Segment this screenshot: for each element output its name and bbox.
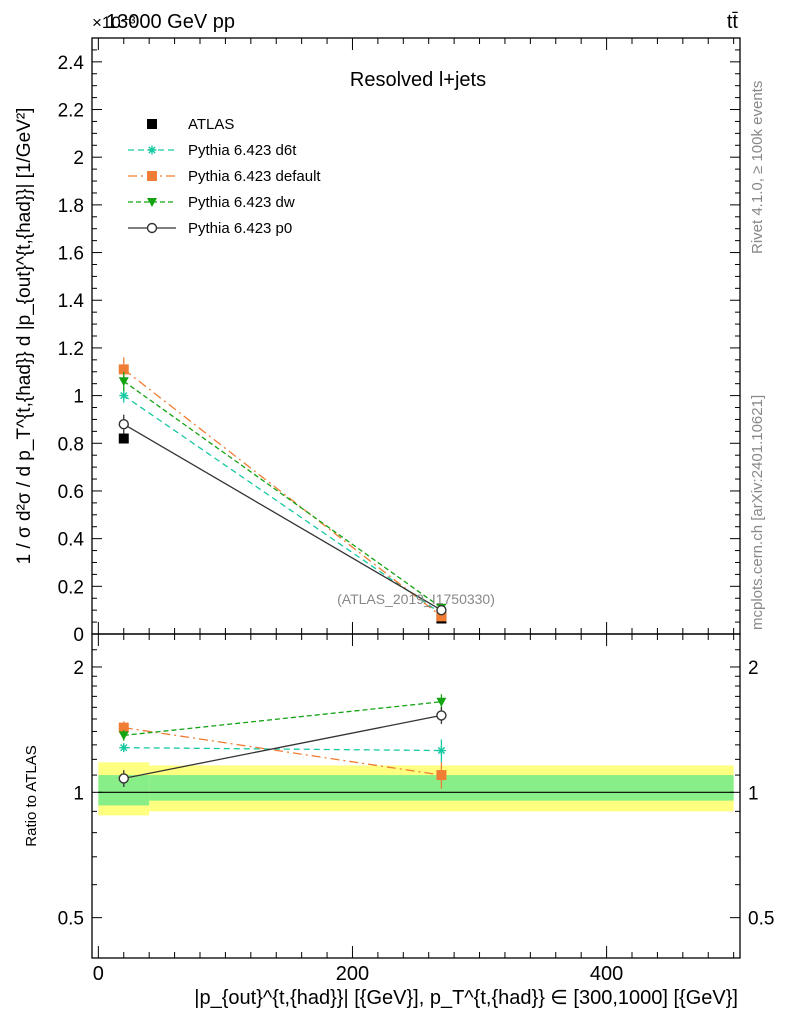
ratio-ytick-label-left: 1	[73, 783, 84, 804]
ratio-point-pythia-6-423-default-1	[436, 770, 446, 780]
ratio-point-pythia-6-423-p0-1	[437, 711, 446, 720]
ratio-line-pythia-6-423-d6t	[124, 748, 442, 751]
main-line-pythia-6-423-default	[124, 369, 442, 616]
main-ytick-label: 1	[73, 387, 84, 408]
ratio-line-pythia-6-423-dw	[124, 702, 442, 736]
main-point-pythia-6-423-dw-0	[119, 377, 129, 386]
main-ytick-label: 1.8	[58, 196, 84, 217]
main-line-pythia-6-423-dw	[124, 381, 442, 607]
main-ytick-label: 2.2	[58, 101, 84, 122]
ratio-ytick-label-right: 2	[748, 658, 759, 679]
main-ytick-label: 1.2	[58, 339, 84, 360]
ratio-ytick-label-right: 1	[748, 783, 759, 804]
main-series-pythia-6-423-p0	[119, 415, 446, 615]
main-ytick-label: 0.4	[58, 530, 85, 551]
ratio-ytick-label-right: 0.5	[748, 909, 774, 930]
xtick-label: 400	[590, 963, 623, 985]
ratio-point-pythia-6-423-dw-0	[119, 731, 129, 740]
y-exponent-label: ×10⁻³	[92, 13, 136, 32]
main-point-pythia-6-423-p0-0	[119, 420, 128, 429]
main-ytick-label: 2.4	[58, 53, 85, 74]
legend-label-pythia-6-423-d6t: Pythia 6.423 d6t	[188, 142, 297, 159]
main-line-pythia-6-423-p0	[124, 424, 442, 610]
legend-label-pythia-6-423-default: Pythia 6.423 default	[188, 168, 321, 185]
chart-title: Resolved l+jets	[350, 69, 486, 91]
legend-label-pythia-6-423-p0: Pythia 6.423 p0	[188, 220, 292, 237]
ratio-point-pythia-6-423-d6t-0	[119, 743, 128, 752]
main-ytick-label: 0.2	[58, 577, 84, 598]
main-ytick-label: 1.4	[58, 291, 85, 312]
ratio-ytick-label-left: 2	[73, 658, 84, 679]
legend-marker-pythia-6-423-p0	[148, 224, 157, 233]
legend-label-atlas: ATLAS	[188, 116, 234, 133]
main-y-axis-label: 1 / σ d²σ / d p_T^{t,{had}} d |p_{out}^{…	[14, 108, 35, 565]
ratio-point-pythia-6-423-d6t-1	[437, 746, 446, 755]
main-series-pythia-6-423-dw	[119, 372, 447, 613]
main-ytick-label: 0.8	[58, 434, 84, 455]
mcplots-label: mcplots.cern.ch [arXiv:2401.10621]	[749, 395, 766, 630]
process-label: tt̄	[727, 11, 739, 33]
xtick-label: 200	[336, 963, 369, 985]
main-line-pythia-6-423-d6t	[124, 396, 442, 614]
watermark-label: (ATLAS_2019_I1750330)	[337, 591, 495, 607]
main-ytick-label: 0.6	[58, 482, 84, 503]
ratio-y-axis-label: Ratio to ATLAS	[23, 745, 40, 846]
main-point-atlas-0	[119, 434, 129, 444]
main-ytick-label: 2	[73, 148, 84, 169]
ratio-ytick-label-left: 0.5	[58, 909, 84, 930]
legend-marker-pythia-6-423-d6t	[148, 146, 157, 155]
main-ytick-label-zero: 0	[73, 625, 84, 646]
rivet-label: Rivet 4.1.0, ≥ 100k events	[749, 81, 766, 254]
x-axis-label: |p_{out}^{t,{had}}| [{GeV}], p_T^{t,{had…	[194, 987, 738, 1009]
main-point-pythia-6-423-d6t-0	[119, 391, 128, 400]
legend-label-pythia-6-423-dw: Pythia 6.423 dw	[188, 194, 295, 211]
chart-figure: ATLAS Pythia 6.423 d6t Pythia 6.423 defaul…	[0, 0, 786, 1024]
legend-marker-pythia-6-423-default	[147, 171, 157, 181]
ratio-point-pythia-6-423-p0-0	[119, 774, 128, 783]
main-point-pythia-6-423-p0-1	[437, 606, 446, 615]
xtick-label: 0	[93, 963, 104, 985]
main-ytick-label: 1.6	[58, 244, 84, 265]
legend-marker-atlas	[147, 119, 157, 129]
main-series-pythia-6-423-default	[119, 357, 447, 621]
